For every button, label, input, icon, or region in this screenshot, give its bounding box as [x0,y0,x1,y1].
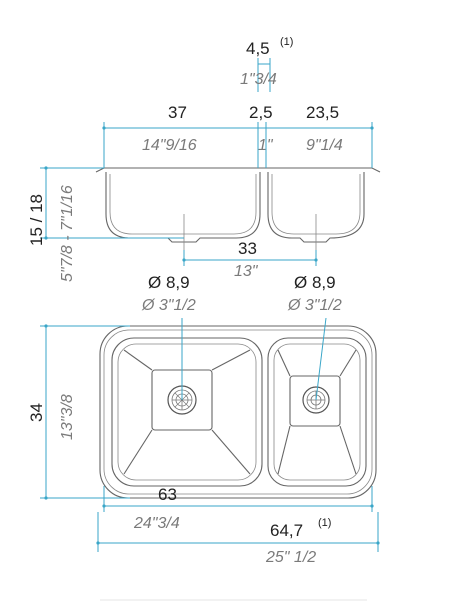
left-bowl-slope-bl [123,429,153,475]
left-bowl-width-metric: 37 [168,103,187,122]
left-bowl-slope-tr [211,349,251,371]
divider-width-imperial: 1" [258,137,274,154]
overflow-width-metric: 4,5 [246,39,270,58]
right-bowl-slope-bl [277,425,291,475]
outer-width-metric: 64,7 [270,521,303,540]
height-metric: 34 [27,403,46,422]
sink-rim-inner-edge [103,329,373,495]
side-view: 4,5 (1) 1"3/4 37 14"9/16 2,5 1" 23,5 9"1… [27,36,381,282]
right-bowl-basin [289,375,341,427]
overflow-width-sup: (1) [280,36,293,48]
outer-width-sup: (1) [318,517,331,529]
outer-width-imperial: 25" 1/2 [265,549,316,566]
left-drain-metric: Ø 8,9 [148,273,190,292]
right-bowl-outer [267,337,367,487]
right-bowl-width-imperial: 9"1/4 [306,137,343,154]
right-drain-imperial: Ø 3"1/2 [287,297,342,314]
right-drain-leader [315,317,327,401]
left-bowl-outer [111,337,263,487]
sink-side-profile [95,167,381,243]
depth-metric: 15 / 18 [27,194,46,246]
left-bowl-slope-tl [123,349,153,371]
right-bowl-width-metric: 23,5 [306,103,339,122]
right-bowl-slope-br [339,425,357,475]
overflow-width-imperial: 1"3/4 [240,71,277,88]
right-bowl-slope-tl [277,349,291,377]
drain-spacing-imperial: 13" [234,263,259,280]
left-bowl-width-imperial: 14"9/16 [142,137,197,154]
divider-width-metric: 2,5 [249,103,273,122]
left-bowl-inner [117,343,257,481]
drain-spacing-metric: 33 [238,239,257,258]
plan-view: Ø 8,9 Ø 3"1/2 Ø 8,9 Ø 3"1/2 34 13"3/8 63… [27,273,380,566]
inner-width-metric: 63 [158,485,177,504]
sink-side-profile-inner [109,174,361,235]
right-drain-metric: Ø 8,9 [294,273,336,292]
right-bowl-slope-tr [339,349,357,377]
left-bowl-slope-br [211,429,251,475]
depth-imperial: 5"7/8 - 7"1/16 [59,185,76,282]
inner-width-imperial: 24"3/4 [133,515,180,532]
sink-outer-rim [99,325,377,499]
left-drain-imperial: Ø 3"1/2 [141,297,196,314]
height-imperial: 13"3/8 [59,394,76,440]
right-bowl-inner [273,343,361,481]
